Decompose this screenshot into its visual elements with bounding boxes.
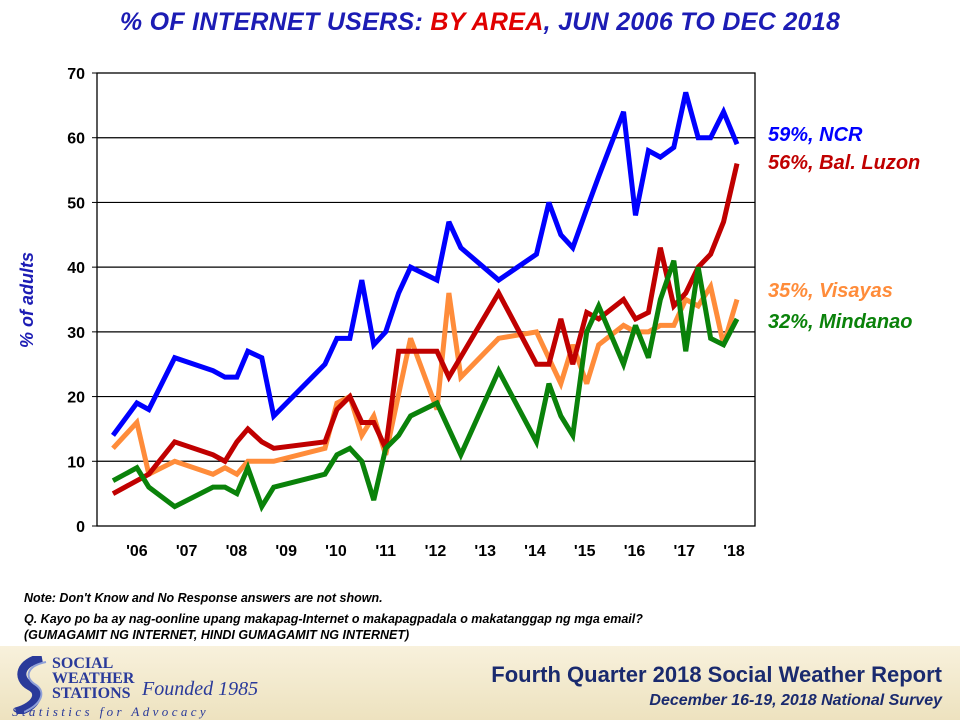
y-tick-label: 10 — [67, 454, 85, 471]
note-text: Note: Don't Know and No Response answers… — [24, 591, 383, 605]
y-tick-label: 20 — [67, 390, 85, 407]
x-tick-label: '10 — [325, 543, 347, 560]
survey-date: December 16-19, 2018 National Survey — [649, 692, 942, 709]
x-tick-label: '06 — [126, 543, 148, 560]
x-tick-label: '17 — [673, 543, 695, 560]
end-label-bal-luzon: 56%, Bal. Luzon — [768, 152, 921, 174]
end-label-mindanao: 32%, Mindanao — [768, 311, 913, 333]
report-title: Fourth Quarter 2018 Social Weather Repor… — [491, 662, 942, 687]
x-tick-label: '14 — [524, 543, 546, 560]
tagline-text: Statistics for Advocacy — [12, 704, 210, 719]
question-text: Q. Kayo po ba ay nag-oonline upang makap… — [24, 612, 643, 626]
x-tick-label: '11 — [375, 543, 396, 560]
y-tick-label: 0 — [76, 519, 85, 536]
x-tick-label: '08 — [226, 543, 248, 560]
logo-line-1: SOCIAL — [52, 655, 114, 672]
sws-logo-icon — [14, 656, 47, 714]
end-label-ncr: 59%, NCR — [768, 124, 863, 146]
x-tick-label: '13 — [474, 543, 496, 560]
y-tick-label: 60 — [67, 131, 85, 148]
x-tick-label: '12 — [425, 543, 447, 560]
series-line — [110, 91, 740, 437]
y-tick-label: 50 — [67, 195, 85, 212]
end-label-visayas: 35%, Visayas — [768, 280, 893, 302]
line-chart: 0 10 20 30 40 50 60 70 '06 '07 '08 '09 '10 '11 '12 '13 '… — [17, 66, 756, 560]
founded-text: Founded 1985 — [142, 678, 259, 700]
series-bal-luzon — [111, 163, 740, 496]
chart-title: % OF INTERNET USERS: BY AREA, JUN 2006 T… — [0, 8, 960, 37]
plot-frame — [96, 72, 756, 527]
title-part1: % OF INTERNET USERS: — [119, 8, 431, 36]
y-axis-label: % of adults — [17, 252, 37, 348]
y-tick-label: 30 — [67, 325, 85, 342]
title-highlight: BY AREA — [430, 8, 544, 36]
y-tick-label: 70 — [67, 66, 85, 83]
answer-options-text: (GUMAGAMIT NG INTERNET, HINDI GUMAGAMIT … — [24, 628, 410, 642]
y-tick-label: 40 — [67, 260, 85, 277]
series-mindanao — [111, 259, 740, 513]
series-ncr — [110, 91, 740, 437]
x-tick-label: '18 — [723, 543, 745, 560]
x-tick-label: '09 — [275, 543, 297, 560]
logo-line-3: STATIONS — [52, 685, 131, 702]
title-part2: , JUN 2006 TO DEC 2018 — [543, 8, 841, 36]
footer-band: SOCIAL WEATHER STATIONS Founded 1985 Sta… — [0, 646, 960, 720]
x-tick-label: '16 — [624, 543, 646, 560]
x-tick-label: '07 — [176, 543, 198, 560]
x-tick-label: '15 — [574, 543, 596, 560]
series-line — [111, 163, 740, 496]
sws-logo: SOCIAL WEATHER STATIONS Founded 1985 Sta… — [12, 652, 272, 720]
logo-line-2: WEATHER — [52, 670, 135, 687]
